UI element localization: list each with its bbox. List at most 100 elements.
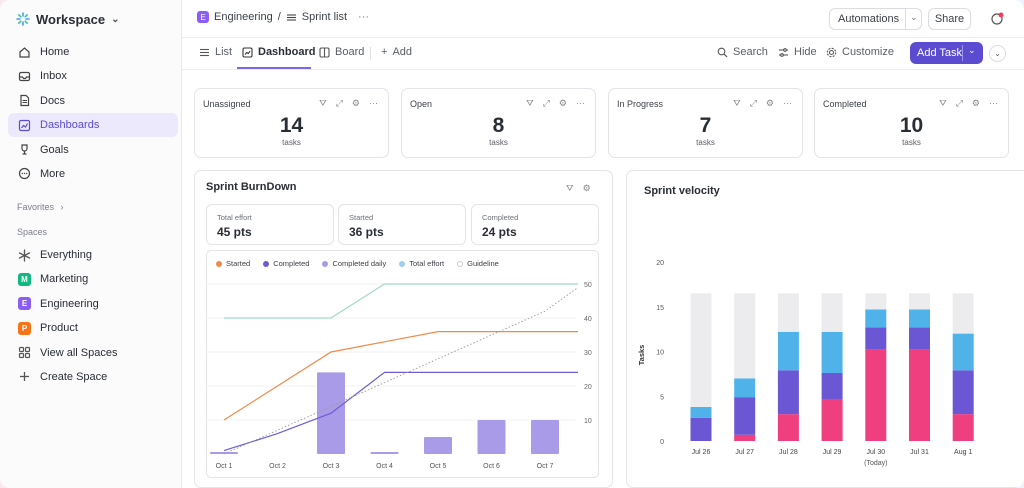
gear-icon[interactable]: ⚙ — [971, 98, 980, 108]
more-icon[interactable]: ··· — [576, 98, 585, 108]
filter-icon[interactable]: ⛛ — [319, 98, 327, 108]
filter-icon[interactable]: ⛛ — [526, 98, 534, 108]
velocity-bar-segment — [690, 417, 712, 441]
gear-icon[interactable]: ⚙ — [351, 98, 360, 108]
stat-label: Completed — [823, 99, 867, 109]
y-tick-label: 10 — [584, 418, 592, 425]
expand-icon[interactable]: ⤢ — [335, 98, 343, 108]
space-product[interactable]: P Product — [8, 316, 178, 340]
space-engineering[interactable]: E Engineering — [8, 292, 178, 316]
space-marketing[interactable]: M Marketing — [8, 267, 178, 291]
create-space[interactable]: Create Space — [8, 365, 178, 389]
legend-label: Completed daily — [332, 259, 387, 268]
expand-icon[interactable]: ⤢ — [749, 98, 757, 108]
gear-icon[interactable]: ⚙ — [558, 98, 567, 108]
dashboard-icon — [242, 46, 253, 58]
add-view-button[interactable]: + Add — [381, 46, 412, 58]
velocity-bar-segment — [909, 349, 930, 441]
space-badge: E — [18, 297, 31, 311]
legend-dot — [263, 261, 270, 267]
more-icon[interactable]: ··· — [783, 98, 792, 108]
series-completed — [223, 371, 578, 452]
stat-card-completed[interactable]: Completed ⛛ ⤢ ⚙ ··· 10 tasks — [814, 88, 1009, 158]
x-tick-label: Oct 5 — [430, 463, 447, 470]
nav-more[interactable]: More — [8, 162, 178, 186]
metric-started: Started 36 pts — [338, 204, 466, 245]
filter-icon[interactable]: ⛛ — [939, 98, 947, 108]
stat-card-unassigned[interactable]: Unassigned ⛛ ⤢ ⚙ ··· 14 tasks — [194, 88, 389, 158]
list-icon — [200, 48, 209, 56]
nav-docs[interactable]: Docs — [8, 89, 178, 113]
gear-icon[interactable]: ⚙ — [582, 183, 591, 193]
velocity-bar-segment — [690, 293, 712, 407]
velocity-bar-segment — [909, 327, 930, 350]
stat-value: 7 — [699, 114, 712, 137]
notification-icon[interactable] — [990, 12, 1004, 31]
nav-inbox[interactable]: Inbox — [8, 64, 178, 88]
space-badge: P — [18, 321, 31, 335]
add-task-button[interactable]: Add Task ⌄ — [910, 42, 983, 64]
filter-icon[interactable]: ⛛ — [566, 183, 574, 193]
workspace-switcher[interactable]: Workspace ⌄ — [16, 10, 120, 28]
collapse-toggle-icon[interactable]: ⌄ — [989, 45, 1006, 62]
stat-label: Unassigned — [203, 99, 251, 109]
y-tick-label: 30 — [584, 350, 592, 357]
share-button[interactable]: Share — [928, 8, 971, 30]
metric-total-effort: Total effort 45 pts — [206, 204, 334, 245]
stat-value: 8 — [492, 114, 505, 137]
legend-dot — [399, 261, 406, 267]
more-icon[interactable]: ··· — [989, 98, 998, 108]
favorites-header[interactable]: Favorites › — [17, 202, 64, 212]
gear-icon[interactable]: ⚙ — [765, 98, 774, 108]
view-all-spaces[interactable]: View all Spaces — [8, 341, 178, 365]
expand-icon[interactable]: ⤢ — [542, 98, 550, 108]
velocity-bar-segment — [690, 406, 712, 418]
expand-icon[interactable]: ⤢ — [955, 98, 963, 108]
chevron-down-icon[interactable]: ⌄ — [910, 12, 918, 22]
x-tick-label: Jul 30 — [866, 449, 885, 456]
x-tick-label: Jul 27 — [735, 449, 754, 456]
tab-dashboard[interactable]: Dashboard — [242, 46, 315, 58]
active-tab-underline — [237, 67, 311, 69]
customize-button[interactable]: Customize — [826, 46, 894, 58]
filter-icon[interactable]: ⛛ — [733, 98, 741, 108]
nav-dashboards[interactable]: Dashboards — [8, 113, 178, 138]
search-icon — [717, 47, 728, 57]
breadcrumb-space[interactable]: Engineering — [214, 11, 273, 23]
stat-card-in-progress[interactable]: In Progress ⛛ ⤢ ⚙ ··· 7 tasks — [608, 88, 803, 158]
sidebar: Workspace ⌄ Home Inbox Docs Dashboards — [0, 0, 182, 488]
velocity-bar-segment — [952, 333, 974, 371]
stat-value: 14 — [279, 114, 304, 137]
breadcrumb-list[interactable]: Sprint list — [301, 11, 348, 23]
space-label: Create Space — [40, 370, 108, 383]
divider — [370, 47, 371, 60]
tab-board[interactable]: Board — [319, 46, 364, 58]
tab-list[interactable]: List — [199, 46, 232, 58]
legend-label: Completed — [273, 259, 310, 268]
space-everything[interactable]: Everything — [8, 243, 178, 267]
velocity-bar-segment — [821, 372, 843, 400]
gear-icon — [826, 47, 837, 57]
divider — [962, 45, 963, 61]
nav-home[interactable]: Home — [8, 40, 178, 64]
chevron-down-icon[interactable]: ⌄ — [968, 45, 976, 55]
y-tick-label: 5 — [660, 394, 664, 401]
stat-card-open[interactable]: Open ⛛ ⤢ ⚙ ··· 8 tasks — [401, 88, 596, 158]
velocity-bar-segment — [734, 434, 756, 441]
search-button[interactable]: Search — [717, 46, 768, 58]
hide-button[interactable]: Hide — [778, 46, 817, 58]
velocity-bar-segment — [909, 293, 930, 310]
y-axis-label: Tasks — [637, 345, 646, 366]
more-options-icon[interactable]: ··· — [358, 11, 370, 23]
more-icon[interactable]: ··· — [369, 98, 378, 108]
x-tick-label: Oct 6 — [483, 463, 500, 470]
velocity-bar-segment — [777, 370, 799, 415]
workspace-name: Workspace — [36, 11, 106, 27]
metric-value: 36 pts — [349, 225, 384, 239]
automations-button[interactable]: Automations ⌄ — [829, 8, 922, 30]
everything-icon — [18, 248, 31, 262]
nav-goals[interactable]: Goals — [8, 138, 178, 162]
hide-label: Hide — [794, 46, 817, 58]
velocity-bar-segment — [777, 414, 799, 441]
legend-label: Guideline — [467, 259, 499, 268]
